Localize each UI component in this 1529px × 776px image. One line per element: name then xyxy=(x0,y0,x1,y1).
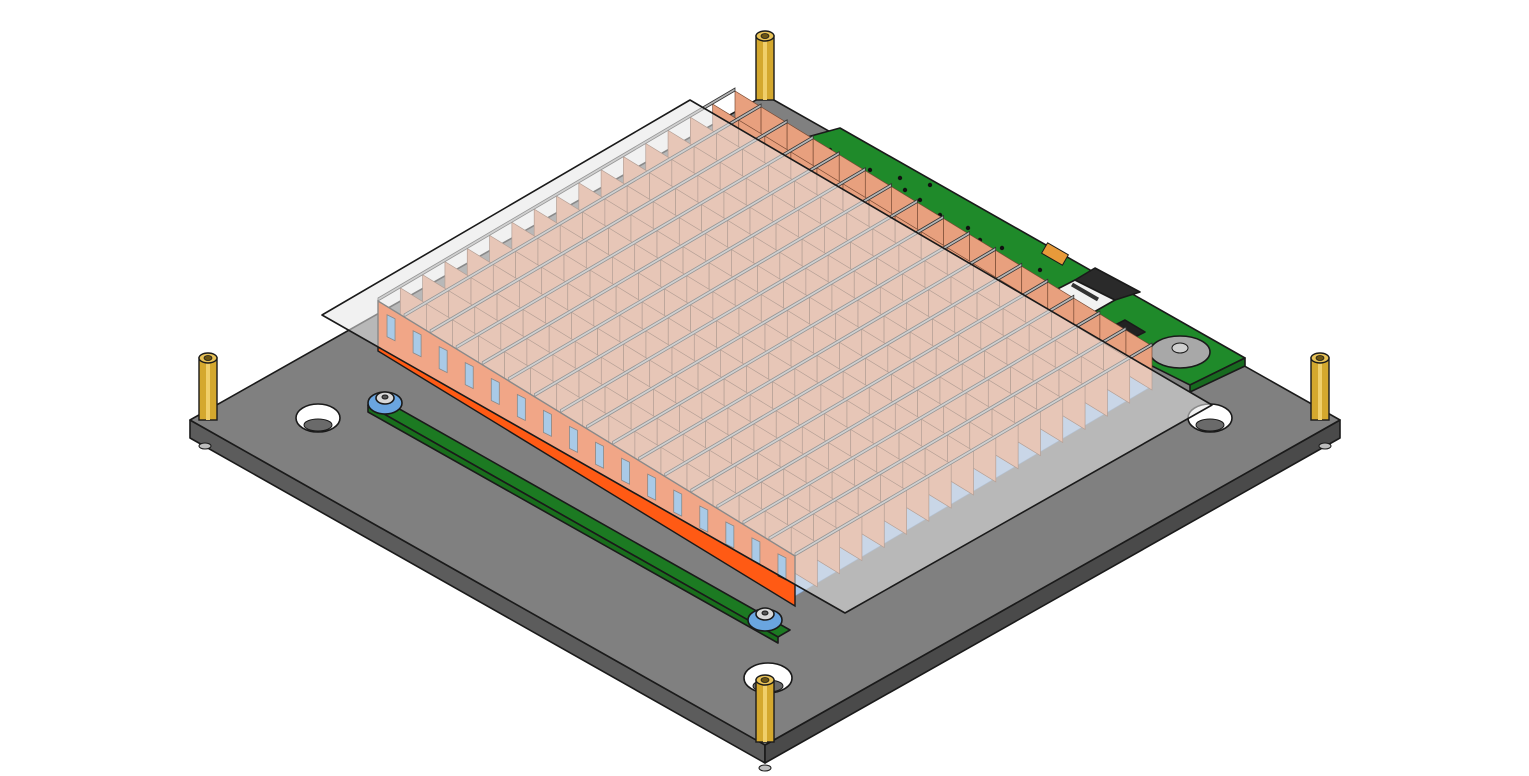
pcb-component xyxy=(927,182,933,188)
screw-washer-left xyxy=(367,391,403,415)
mounting-slot-left xyxy=(295,403,341,433)
diffuser-sheet xyxy=(321,99,1213,614)
standoff-foot xyxy=(758,764,772,772)
pcb-component xyxy=(1037,267,1043,273)
standoff-front xyxy=(755,674,775,743)
screw-washer-right xyxy=(747,607,783,632)
standoff-back xyxy=(755,30,775,101)
standoff-right xyxy=(1310,352,1330,421)
pcb-component xyxy=(902,187,908,193)
standoff-foot xyxy=(1318,442,1332,450)
standoffs xyxy=(198,352,1332,772)
pcb-component xyxy=(999,245,1005,251)
standoff-left xyxy=(198,352,218,421)
standoff-back xyxy=(755,30,775,101)
pcb-component xyxy=(965,225,971,231)
coin-cell-holder xyxy=(1149,335,1211,369)
pcb-component xyxy=(897,175,903,181)
standoff-foot xyxy=(198,442,212,450)
pcb-component xyxy=(917,197,923,203)
pcb-component xyxy=(867,167,873,173)
